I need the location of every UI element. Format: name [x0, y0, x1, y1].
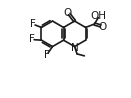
- Text: F: F: [44, 50, 50, 60]
- Text: O: O: [63, 8, 71, 18]
- Text: O: O: [99, 22, 107, 32]
- Text: F: F: [29, 34, 35, 44]
- Text: F: F: [30, 19, 36, 29]
- Text: N: N: [71, 43, 79, 53]
- Text: OH: OH: [91, 11, 107, 21]
